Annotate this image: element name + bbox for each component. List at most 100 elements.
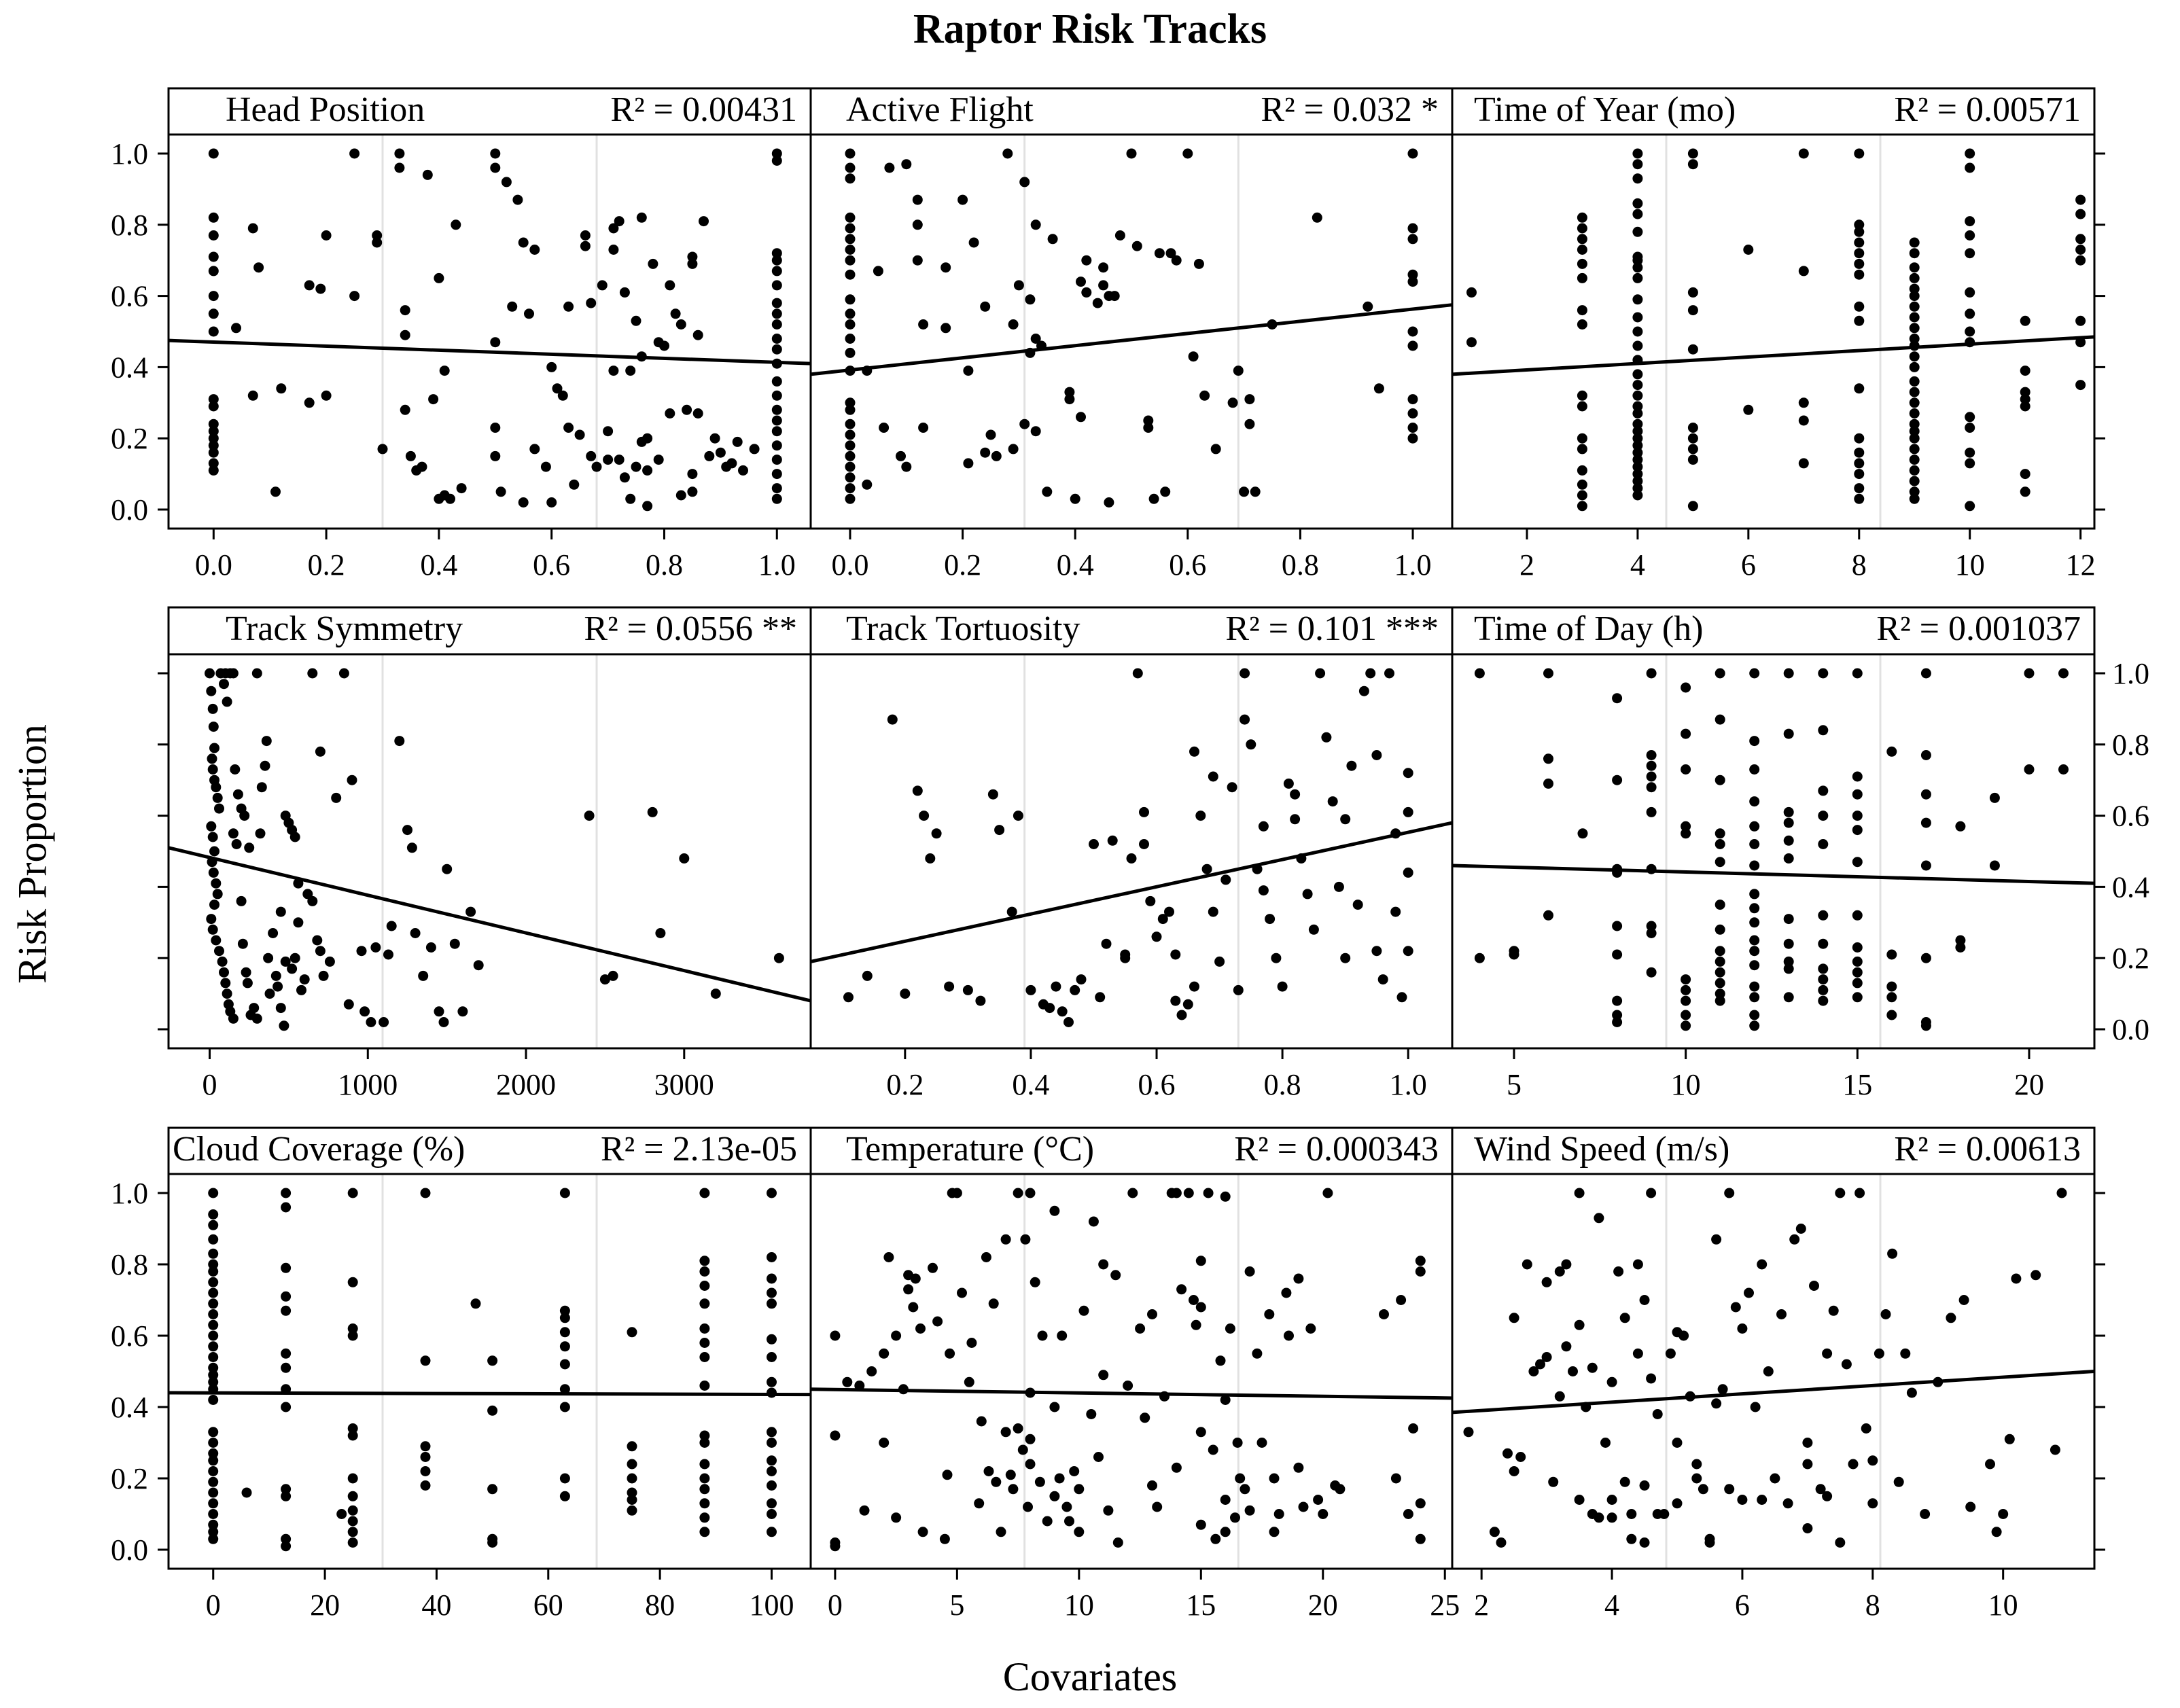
data-point: [1030, 334, 1041, 344]
data-point: [569, 479, 580, 490]
data-point: [1195, 1519, 1206, 1530]
data-point: [1691, 1473, 1702, 1484]
data-point: [347, 775, 357, 785]
data-point: [281, 1533, 292, 1544]
data-point: [1577, 272, 1587, 283]
data-point: [1407, 340, 1418, 351]
data-point: [263, 953, 274, 963]
data-point: [830, 1430, 841, 1441]
data-point: [1818, 785, 1829, 796]
data-point: [699, 1473, 710, 1484]
data-point: [1305, 1323, 1316, 1334]
data-point: [931, 828, 942, 839]
data-point: [1044, 1003, 1055, 1014]
data-point: [1281, 1287, 1292, 1298]
data-point: [1854, 469, 1865, 480]
data-point: [208, 1498, 219, 1509]
data-point: [1852, 967, 1863, 978]
data-point: [699, 1381, 710, 1391]
data-point: [845, 269, 856, 280]
data-point: [1037, 1330, 1048, 1341]
panel-name: Cloud Coverage (%): [173, 1130, 465, 1169]
data-point: [627, 1459, 637, 1470]
data-point: [1749, 917, 1760, 928]
data-point: [1070, 493, 1080, 504]
data-point: [400, 330, 410, 340]
data-point: [1074, 1484, 1085, 1495]
data-point: [208, 1476, 219, 1487]
data-point: [991, 1476, 1002, 1487]
data-point: [1783, 806, 1794, 817]
data-point: [1396, 992, 1407, 1003]
data-point: [1920, 668, 1931, 679]
data-point: [1284, 1330, 1294, 1341]
data-point: [1252, 1348, 1263, 1359]
data-point: [231, 323, 241, 334]
data-point: [417, 461, 427, 472]
data-point: [1577, 501, 1587, 512]
data-point: [2020, 387, 2030, 397]
data-point: [1293, 1273, 1304, 1284]
data-point: [1502, 1448, 1513, 1459]
data-point: [230, 764, 241, 775]
data-point: [1333, 881, 1344, 892]
data-point: [211, 878, 222, 889]
data-point: [1646, 1373, 1657, 1384]
data-point: [1798, 397, 1809, 408]
data-point: [1965, 326, 1975, 337]
data-point: [281, 1484, 292, 1495]
data-point: [912, 194, 923, 205]
data-point: [1078, 1305, 1089, 1316]
data-point: [559, 1341, 570, 1352]
data-point: [966, 1338, 977, 1348]
x-tick-label: 0.4: [1057, 548, 1094, 582]
data-point: [343, 999, 354, 1010]
data-point: [1509, 1313, 1519, 1323]
data-point: [1327, 796, 1338, 807]
data-point: [1127, 1188, 1138, 1198]
data-point: [1818, 910, 1829, 921]
data-point: [1183, 1188, 1194, 1198]
data-point: [1522, 1259, 1532, 1270]
data-point: [1063, 1017, 1074, 1027]
data-point: [738, 465, 748, 476]
data-point: [771, 415, 782, 426]
data-point: [1698, 1484, 1708, 1495]
data-point: [1140, 1412, 1150, 1423]
data-point: [1632, 1348, 1643, 1359]
data-point: [1852, 910, 1863, 921]
data-point: [1466, 287, 1477, 298]
data-point: [1632, 490, 1643, 501]
data-point: [1407, 326, 1418, 337]
strip-header: [167, 1126, 812, 1175]
data-point: [830, 1330, 841, 1341]
data-point: [1632, 255, 1643, 266]
x-tick-label: 0.0: [831, 548, 868, 582]
x-tick-label: 0.4: [420, 548, 457, 582]
data-point: [1256, 1438, 1267, 1448]
data-point: [918, 319, 929, 330]
data-point: [1104, 497, 1114, 508]
data-point: [597, 280, 608, 291]
data-point: [208, 266, 219, 277]
data-point: [1681, 995, 1691, 1006]
data-point: [1632, 369, 1643, 380]
data-point: [1965, 412, 1975, 423]
data-point: [1646, 760, 1657, 771]
panel-name: Time of Day (h): [1474, 609, 1704, 648]
data-point: [1182, 148, 1193, 159]
data-point: [767, 1376, 777, 1387]
data-point: [315, 946, 326, 957]
data-point: [261, 736, 272, 747]
data-point: [1632, 476, 1643, 486]
data-point: [280, 956, 291, 967]
x-tick-label: 80: [645, 1588, 675, 1622]
y-tick-label: 1.0: [111, 1177, 148, 1210]
data-point: [631, 461, 641, 472]
data-point: [211, 782, 222, 793]
data-point: [347, 1277, 358, 1287]
data-point: [1965, 501, 1975, 512]
data-point: [1195, 1256, 1206, 1266]
data-point: [1886, 949, 1897, 960]
data-point: [1577, 223, 1587, 234]
